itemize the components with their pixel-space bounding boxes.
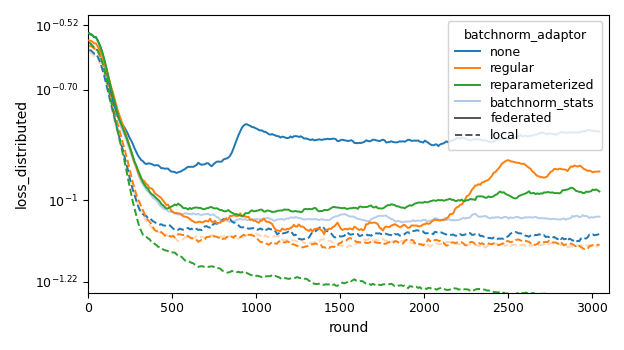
Legend: none, regular, reparameterized, batchnorm_stats, federated, local: none, regular, reparameterized, batchnor… (448, 21, 602, 150)
X-axis label: round: round (328, 321, 369, 335)
Y-axis label: loss_distributed: loss_distributed (15, 99, 29, 208)
